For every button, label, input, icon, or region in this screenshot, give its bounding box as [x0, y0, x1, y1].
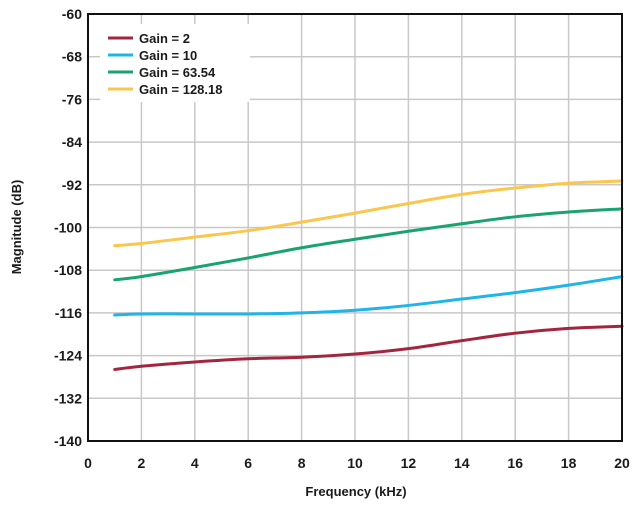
- x-tick-label: 2: [138, 455, 146, 471]
- x-tick-label: 14: [454, 455, 470, 471]
- x-tick-label: 18: [561, 455, 577, 471]
- x-axis-title: Frequency (kHz): [305, 484, 406, 499]
- x-tick-label: 0: [84, 455, 92, 471]
- y-tick-label: -84: [62, 134, 82, 150]
- legend-label-3: Gain = 63.54: [139, 65, 216, 80]
- y-tick-label: -124: [54, 348, 82, 364]
- y-tick-label: -68: [62, 49, 82, 65]
- series-line-1: [113, 324, 624, 371]
- plot-frame: [87, 13, 623, 442]
- legend-label-4: Gain = 128.18: [139, 82, 222, 97]
- series-layer: [113, 179, 624, 371]
- y-tick-label: -140: [54, 433, 82, 449]
- y-axis-title: Magnitude (dB): [9, 180, 24, 275]
- series-line-2: [113, 275, 624, 317]
- y-tick-label: -100: [54, 220, 82, 236]
- x-tick-label: 12: [401, 455, 417, 471]
- x-tick-label: 20: [614, 455, 630, 471]
- x-tick-label: 16: [507, 455, 523, 471]
- x-tick-label: 10: [347, 455, 363, 471]
- x-tick-label: 8: [298, 455, 306, 471]
- legend: Gain = 2 Gain = 10 Gain = 63.54 Gain = 128.…: [100, 24, 250, 102]
- axes-layer: 0 2 4 6 8 10 12 14 16 18 20 -60 -68 -76 -84 -92 -100 -108…: [54, 6, 630, 471]
- y-tick-label: -76: [62, 91, 82, 107]
- x-tick-label: 6: [244, 455, 252, 471]
- y-tick-label: -132: [54, 390, 82, 406]
- y-tick-label: -60: [62, 6, 82, 22]
- x-tick-label: 4: [191, 455, 199, 471]
- y-tick-label: -108: [54, 262, 82, 278]
- series-line-3: [113, 207, 624, 282]
- legend-label-1: Gain = 2: [139, 31, 190, 46]
- series-line-4: [113, 179, 624, 248]
- y-tick-label: -116: [55, 305, 82, 321]
- legend-label-2: Gain = 10: [139, 48, 197, 63]
- y-tick-label: -92: [62, 177, 82, 193]
